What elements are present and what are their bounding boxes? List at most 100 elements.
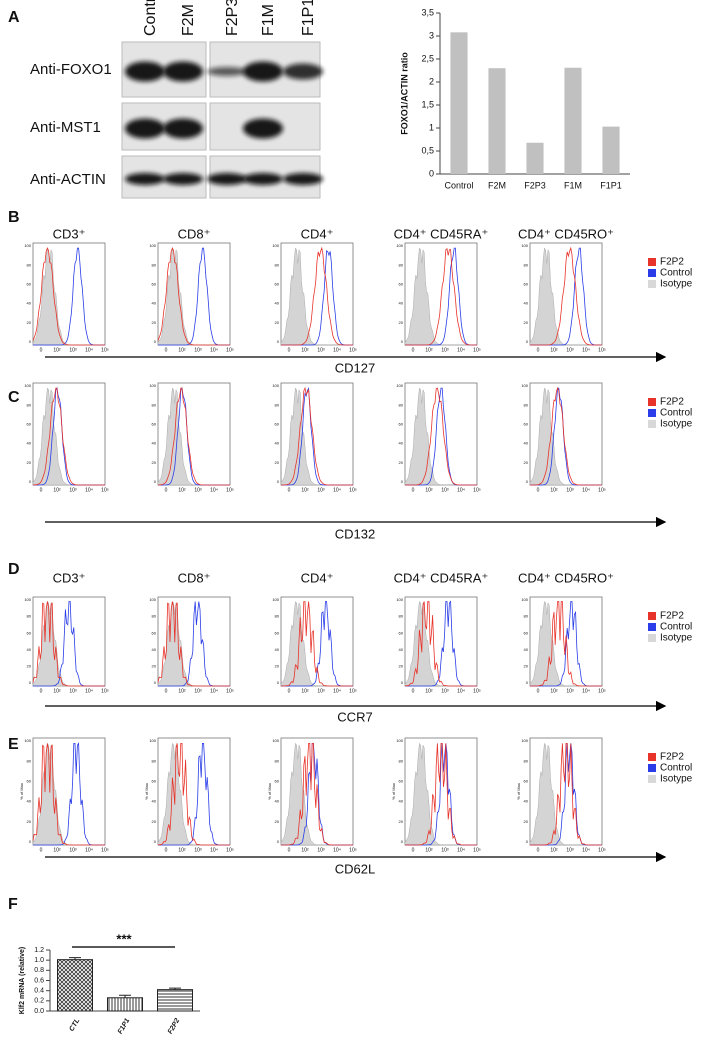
legend-swatch: [648, 634, 656, 642]
x-tick-label: 10²: [178, 688, 186, 694]
y-tick-label: 0: [29, 339, 32, 344]
x-tick-label: 10⁵: [349, 847, 357, 853]
patient-histogram: [157, 387, 230, 486]
y-tick-label: 0: [401, 339, 404, 344]
legend-swatch: [648, 612, 656, 620]
x-tick-label: 10⁵: [473, 487, 481, 493]
x-tick-label: 10³: [317, 688, 325, 694]
column-title: CD4⁺: [301, 570, 334, 585]
y-tick-label: 100: [272, 597, 279, 602]
x-tick-label: 10⁴: [333, 487, 341, 493]
y-tick-label: 60: [399, 421, 404, 426]
y-tick-label: 20: [27, 663, 32, 668]
lane-label: F1P1: [300, 0, 317, 36]
y-tick-label: 40: [27, 799, 32, 804]
patient-histogram: [281, 386, 353, 486]
y-tick-label: 40: [399, 301, 404, 306]
x-tick-label: 10³: [566, 347, 574, 353]
x-tick-label: 10⁴: [333, 347, 341, 353]
y-tick-label: 20: [275, 819, 280, 824]
y-axis-label: % of Max: [19, 783, 24, 800]
x-tick-label: 10⁴: [210, 688, 218, 694]
legend-swatch: [648, 398, 656, 406]
y-tick-label: 80: [524, 402, 529, 407]
y-tick-label: 2,5: [421, 53, 434, 63]
x-tick-label: 10³: [317, 347, 325, 353]
y-tick-label: 100: [24, 243, 31, 248]
y-tick-label: 20: [275, 663, 280, 668]
blot-row-label: Anti-FOXO1: [30, 61, 112, 78]
x-tick-label: 0: [288, 487, 291, 493]
x-tick-label: 10⁴: [210, 847, 218, 853]
y-tick-label: 0: [29, 839, 32, 844]
y-tick-label: 3,5: [421, 7, 434, 17]
y-tick-label: 20: [275, 460, 280, 465]
y-tick-label: 80: [152, 614, 157, 619]
x-tick-label: 10²: [178, 847, 186, 853]
y-tick-label: 0.0: [34, 1008, 44, 1015]
blot-band: [163, 173, 203, 185]
x-tick-label: 10²: [301, 347, 309, 353]
legend-label: Isotype: [660, 633, 693, 644]
y-tick-label: 3: [429, 30, 434, 40]
y-tick-label: 0.4: [34, 988, 44, 995]
marker-label: CD62L: [335, 861, 375, 876]
y-tick-label: 80: [275, 614, 280, 619]
legend-label: Control: [660, 408, 692, 419]
y-tick-label: 0: [277, 479, 280, 484]
y-tick-label: 80: [275, 758, 280, 763]
y-tick-label: 100: [396, 738, 403, 743]
patient-histogram: [404, 601, 477, 687]
legend-label: F2P2: [660, 397, 684, 408]
x-tick-label: 10⁴: [582, 688, 590, 694]
x-tick-label: 10³: [566, 487, 574, 493]
bar: [602, 126, 620, 174]
y-tick-label: 60: [27, 778, 32, 783]
x-tick-label: F1P1: [600, 180, 622, 190]
y-tick-label: 100: [521, 738, 528, 743]
y-tick-label: 40: [275, 647, 280, 652]
y-tick-label: 80: [27, 614, 32, 619]
y-tick-label: 80: [524, 262, 529, 267]
y-tick-label: 1.2: [34, 947, 44, 954]
y-tick-label: 0: [401, 839, 404, 844]
patient-histogram: [32, 743, 105, 846]
y-tick-label: 20: [27, 320, 32, 325]
y-tick-label: 20: [152, 320, 157, 325]
x-tick-label: 10³: [441, 688, 449, 694]
y-tick-label: 80: [152, 402, 157, 407]
x-tick-label: 10²: [425, 688, 433, 694]
y-tick-label: 0: [154, 680, 157, 685]
y-tick-label: 40: [399, 441, 404, 446]
x-tick-label: F2P2: [167, 1017, 181, 1035]
y-tick-label: 40: [399, 647, 404, 652]
patient-histogram: [157, 601, 230, 687]
x-tick-label: 10²: [53, 847, 61, 853]
x-tick-label: 10³: [69, 847, 77, 853]
x-tick-label: 10⁵: [349, 688, 357, 694]
y-tick-label: 80: [27, 402, 32, 407]
y-tick-label: 1,5: [421, 99, 434, 109]
x-tick-label: 0: [412, 487, 415, 493]
y-tick-label: 60: [27, 281, 32, 286]
x-tick-label: 10⁴: [333, 688, 341, 694]
y-tick-label: 60: [524, 778, 529, 783]
y-tick-label: 100: [521, 243, 528, 248]
bar: [107, 997, 143, 1012]
x-tick-label: 10²: [550, 847, 558, 853]
blot-band: [283, 63, 323, 80]
x-tick-label: 0: [165, 847, 168, 853]
legend-swatch: [648, 764, 656, 772]
blot-band: [243, 118, 283, 139]
x-tick-label: 0: [288, 847, 291, 853]
y-tick-label: 80: [27, 758, 32, 763]
blot-band: [207, 67, 247, 76]
y-tick-label: 20: [152, 460, 157, 465]
y-tick-label: 60: [275, 281, 280, 286]
x-tick-label: 10²: [550, 688, 558, 694]
y-tick-label: 40: [152, 799, 157, 804]
blot-row-label: Anti-MST1: [30, 119, 101, 136]
blot-row-label: Anti-ACTIN: [30, 171, 106, 188]
x-tick-label: 0: [412, 847, 415, 853]
y-axis-label: % of Max: [516, 783, 521, 800]
